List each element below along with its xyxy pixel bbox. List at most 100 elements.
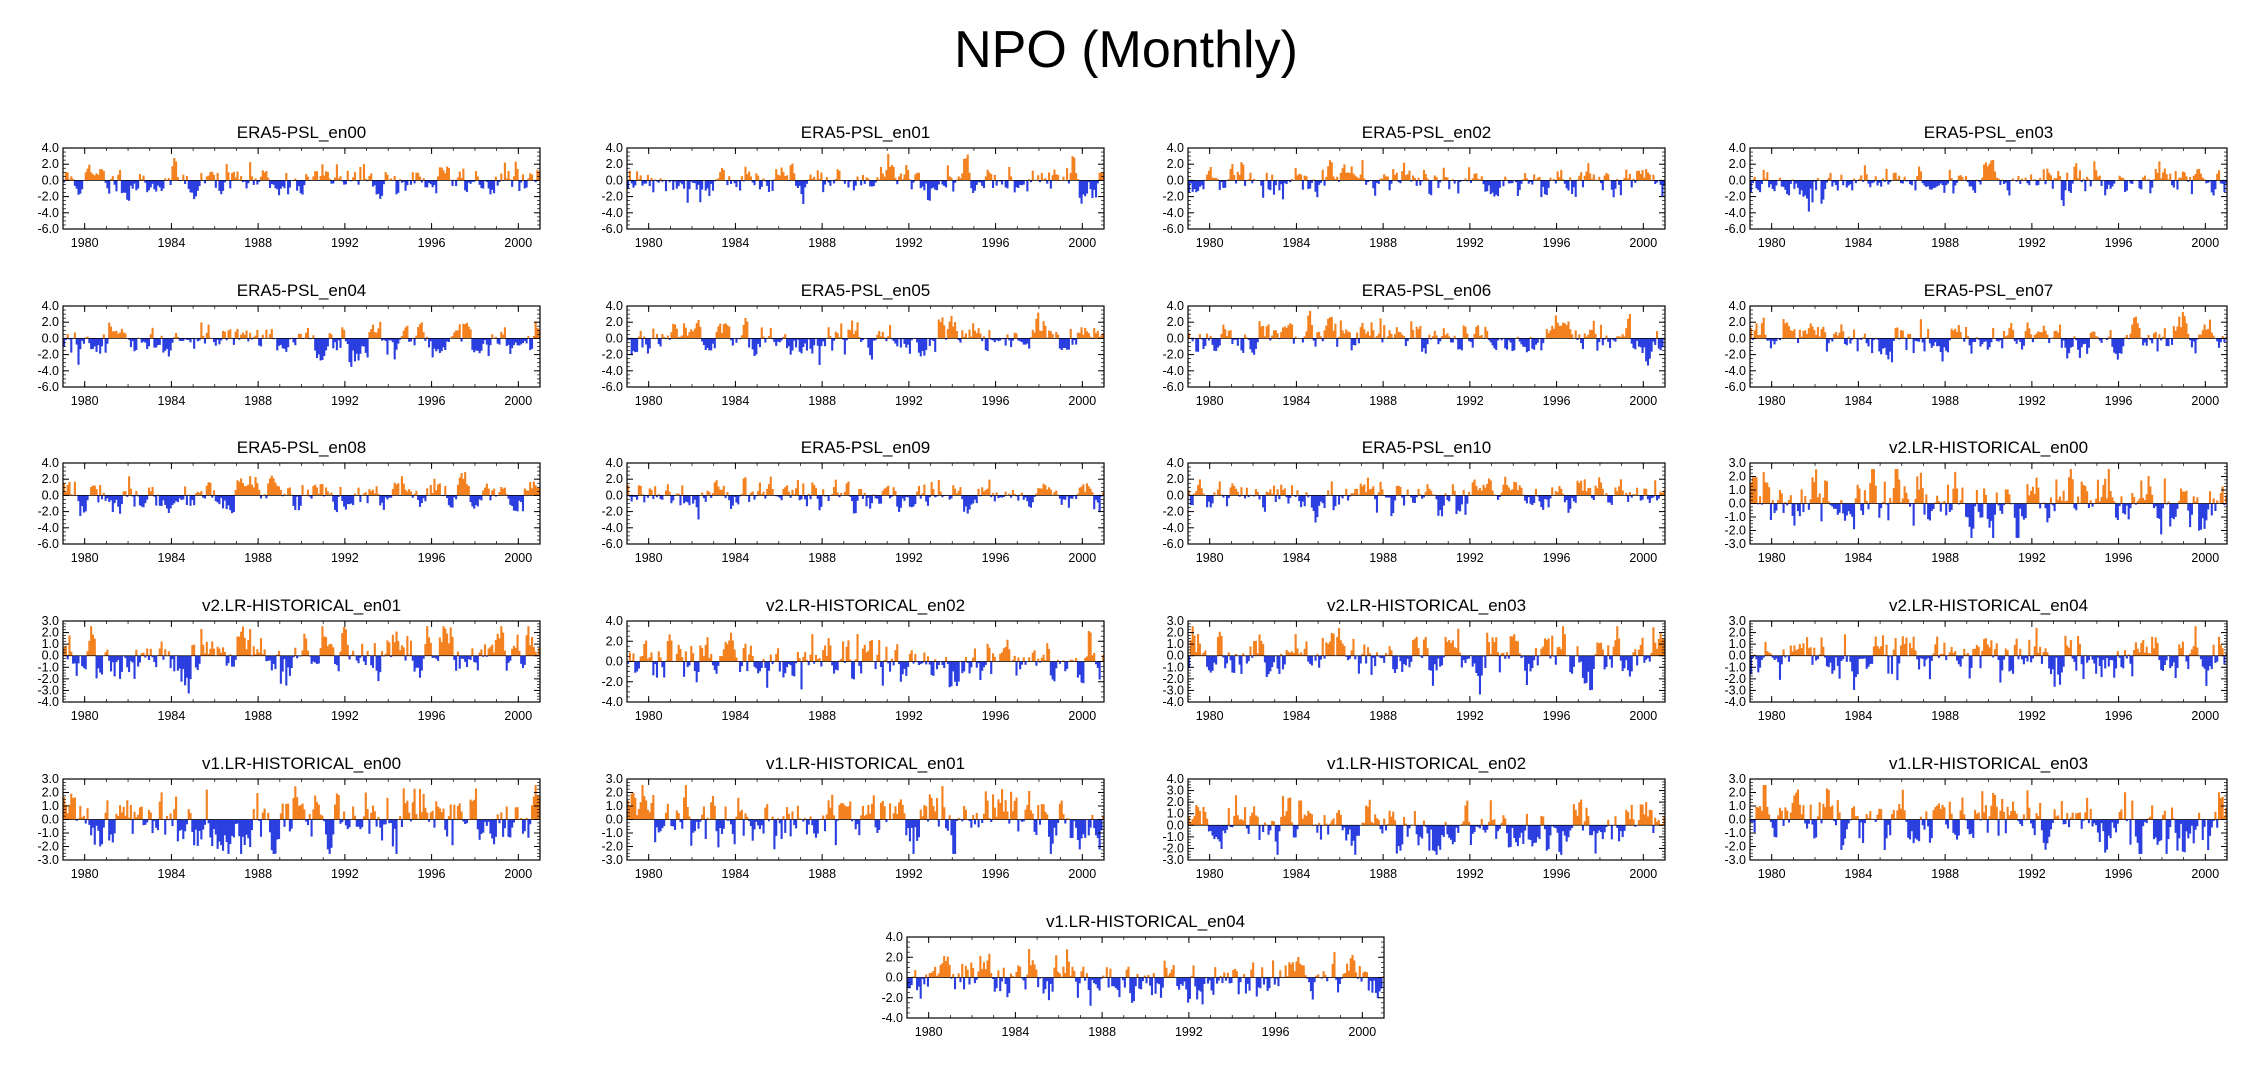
anomaly-bar: [1563, 495, 1566, 503]
anomaly-bar: [1549, 177, 1552, 181]
anomaly-bar: [382, 338, 385, 340]
anomaly-bar: [1800, 336, 1803, 339]
anomaly-bar: [346, 338, 349, 345]
anomaly-bar: [382, 180, 385, 185]
anomaly-bar: [1096, 495, 1099, 503]
anomaly-bar: [1390, 495, 1393, 517]
anomaly-bar: [272, 180, 275, 185]
anomaly-bar: [77, 655, 80, 664]
anomaly-bar: [977, 488, 980, 496]
anomaly-bar: [1390, 180, 1393, 184]
anomaly-bar: [986, 338, 989, 352]
anomaly-bar: [856, 495, 859, 501]
anomaly-bar: [2172, 326, 2175, 339]
anomaly-bar: [218, 648, 221, 656]
anomaly-bar: [297, 333, 300, 339]
anomaly-bar: [1309, 310, 1312, 339]
anomaly-bar: [2174, 171, 2177, 181]
anomaly-bar: [135, 338, 138, 350]
anomaly-bar: [1325, 176, 1328, 181]
anomaly-bar: [1896, 179, 1899, 181]
anomaly-bar: [1641, 338, 1644, 354]
anomaly-bar: [695, 495, 698, 508]
anomaly-bar: [755, 338, 758, 355]
anomaly-bar: [1563, 180, 1566, 184]
anomaly-bar: [456, 651, 459, 656]
anomaly-bar: [1851, 503, 1854, 517]
anomaly-bar: [885, 170, 888, 181]
anomaly-bar: [729, 180, 733, 184]
anomaly-bar: [73, 655, 76, 664]
anomaly-bar: [1410, 321, 1413, 339]
anomaly-bar: [2154, 503, 2157, 507]
anomaly-bar: [382, 495, 385, 510]
anomaly-bar: [1066, 495, 1069, 497]
anomaly-bar: [111, 176, 114, 181]
anomaly-bar: [776, 495, 780, 497]
x-tick-label: 2000: [504, 236, 532, 250]
anomaly-bar: [525, 180, 528, 188]
anomaly-bar: [474, 171, 478, 181]
anomaly-bar: [2138, 327, 2141, 339]
anomaly-bar: [1833, 333, 1836, 339]
anomaly-bar: [1049, 180, 1052, 189]
anomaly-bar: [189, 495, 192, 506]
anomaly-bar: [270, 328, 273, 339]
anomaly-bar: [1220, 180, 1223, 183]
anomaly-bar: [1773, 503, 1776, 514]
anomaly-bar: [2053, 331, 2056, 339]
anomaly-bar: [435, 655, 438, 659]
anomaly-bar: [1769, 338, 1772, 349]
anomaly-bar: [494, 176, 497, 181]
anomaly-bar: [184, 180, 187, 184]
anomaly-bar: [937, 180, 940, 185]
anomaly-bar: [1057, 174, 1060, 181]
anomaly-bar: [516, 495, 519, 512]
anomaly-bar: [1616, 179, 1619, 181]
anomaly-bar: [536, 327, 539, 339]
anomaly-bar: [234, 331, 237, 339]
anomaly-bar: [377, 328, 380, 339]
x-tick-label: 2000: [2191, 551, 2219, 565]
anomaly-bar: [885, 338, 888, 342]
anomaly-bar: [832, 487, 836, 496]
anomaly-bar: [760, 494, 763, 496]
anomaly-bar: [2133, 497, 2136, 504]
anomaly-bar: [1089, 180, 1092, 190]
anomaly-bar: [910, 180, 913, 190]
anomaly-bar: [229, 654, 232, 656]
anomaly-bar: [1760, 323, 1763, 339]
anomaly-bar: [133, 655, 136, 679]
anomaly-bar: [330, 180, 333, 184]
anomaly-bar: [2134, 503, 2137, 505]
anomaly-bar: [169, 338, 172, 351]
anomaly-bar: [753, 338, 756, 357]
anomaly-bar: [2015, 503, 2018, 538]
anomaly-bar: [1896, 469, 1899, 504]
anomaly-bar: [740, 493, 743, 496]
anomaly-bar: [1419, 326, 1422, 339]
anomaly-bar: [1852, 329, 1856, 339]
anomaly-bar: [1522, 338, 1525, 347]
anomaly-bar: [400, 645, 403, 656]
anomaly-bar: [478, 180, 481, 185]
anomaly-bar: [1533, 174, 1536, 181]
anomaly-bar: [811, 338, 814, 354]
anomaly-bar: [1661, 493, 1664, 496]
anomaly-bar: [1319, 180, 1323, 183]
anomaly-bar: [802, 180, 805, 204]
anomaly-bar: [1193, 180, 1196, 189]
anomaly-bar: [1806, 334, 1809, 339]
anomaly-bar: [1386, 495, 1389, 498]
anomaly-bar: [896, 180, 899, 185]
anomaly-bar: [442, 338, 445, 348]
anomaly-bar: [205, 641, 208, 656]
anomaly-bar: [1087, 180, 1090, 183]
anomaly-bar: [314, 338, 317, 351]
anomaly-bar: [954, 322, 957, 339]
anomaly-bar: [520, 338, 523, 345]
anomaly-bar: [1627, 178, 1630, 181]
anomaly-bar: [1592, 174, 1595, 181]
x-tick-label: 2000: [1068, 551, 1096, 565]
anomaly-bar: [126, 180, 129, 200]
